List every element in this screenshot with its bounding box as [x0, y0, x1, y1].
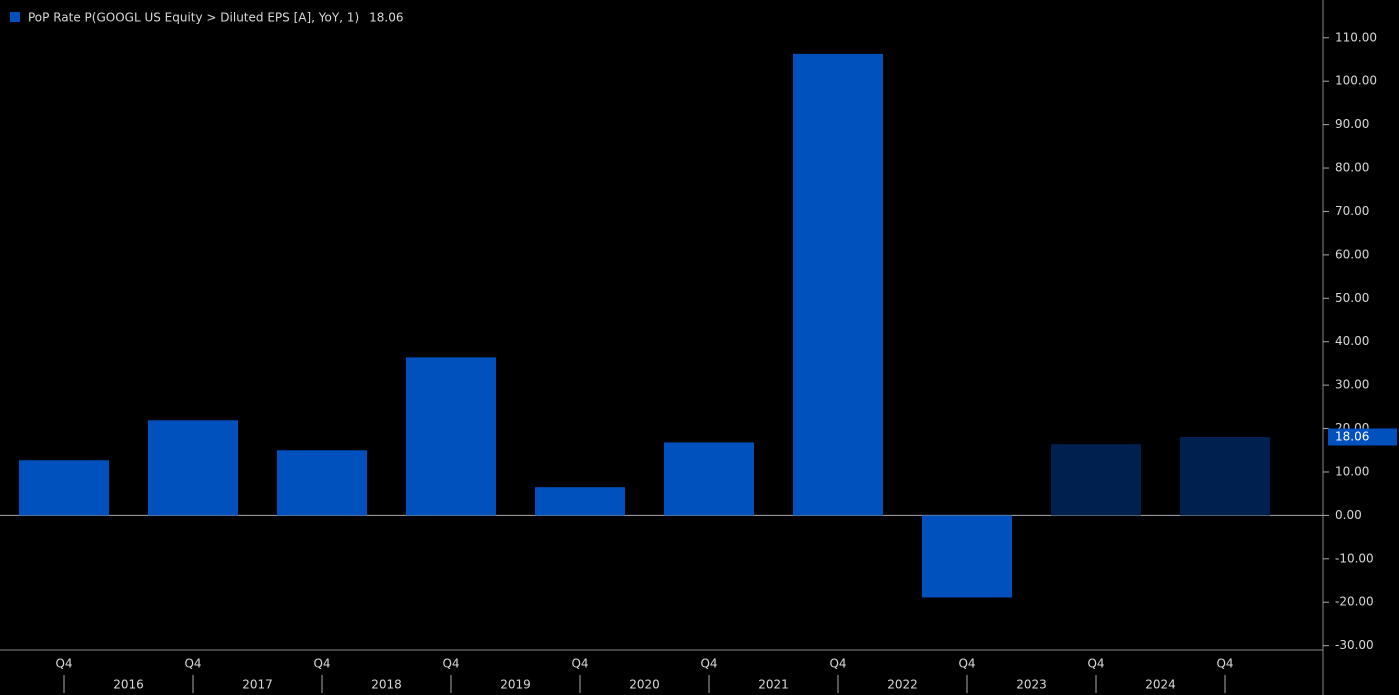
legend-label: PoP Rate P(GOOGL US Equity > Diluted EPS… — [28, 11, 359, 25]
year-label: 2020 — [629, 678, 660, 692]
legend-value: 18.06 — [369, 11, 403, 25]
bar — [922, 515, 1012, 598]
y-tick-label: 110.00 — [1335, 30, 1377, 44]
year-label: 2023 — [1016, 678, 1047, 692]
bar — [535, 487, 625, 516]
x-tick-label: Q4 — [442, 657, 459, 671]
last-value-tag — [1328, 428, 1397, 446]
x-tick-label: Q4 — [55, 657, 72, 671]
year-label: 2016 — [113, 678, 144, 692]
x-tick-label: Q4 — [958, 657, 975, 671]
bar — [148, 420, 238, 516]
x-tick-label: Q4 — [829, 657, 846, 671]
y-tick-label: 60.00 — [1335, 247, 1369, 261]
legend-swatch — [10, 12, 20, 22]
y-tick-label: 10.00 — [1335, 464, 1369, 478]
bar — [1051, 444, 1141, 516]
y-tick-label: 0.00 — [1335, 508, 1362, 522]
y-tick-label: 100.00 — [1335, 74, 1377, 88]
x-tick-label: Q4 — [1087, 657, 1104, 671]
y-tick-label: 50.00 — [1335, 291, 1369, 305]
x-tick-label: Q4 — [184, 657, 201, 671]
y-tick-label: -30.00 — [1335, 638, 1374, 652]
y-tick-label: 30.00 — [1335, 378, 1369, 392]
year-label: 2017 — [242, 678, 273, 692]
x-tick-label: Q4 — [571, 657, 588, 671]
y-tick-label: -20.00 — [1335, 595, 1374, 609]
bar — [19, 460, 109, 516]
y-tick-label: 90.00 — [1335, 117, 1369, 131]
x-tick-label: Q4 — [313, 657, 330, 671]
bar — [664, 442, 754, 516]
x-tick-label: Q4 — [1216, 657, 1233, 671]
y-tick-label: 40.00 — [1335, 334, 1369, 348]
year-label: 2022 — [887, 678, 918, 692]
year-label: 2018 — [371, 678, 402, 692]
year-label: 2019 — [500, 678, 531, 692]
bar — [793, 53, 883, 516]
x-tick-label: Q4 — [700, 657, 717, 671]
year-label: 2021 — [758, 678, 789, 692]
year-label: 2024 — [1145, 678, 1176, 692]
bar — [277, 450, 367, 516]
y-tick-label: 80.00 — [1335, 161, 1369, 175]
last-value-label: 18.06 — [1335, 429, 1369, 443]
bar — [1180, 436, 1270, 516]
y-tick-label: 70.00 — [1335, 204, 1369, 218]
bar — [406, 357, 496, 516]
y-tick-label: -10.00 — [1335, 551, 1374, 565]
